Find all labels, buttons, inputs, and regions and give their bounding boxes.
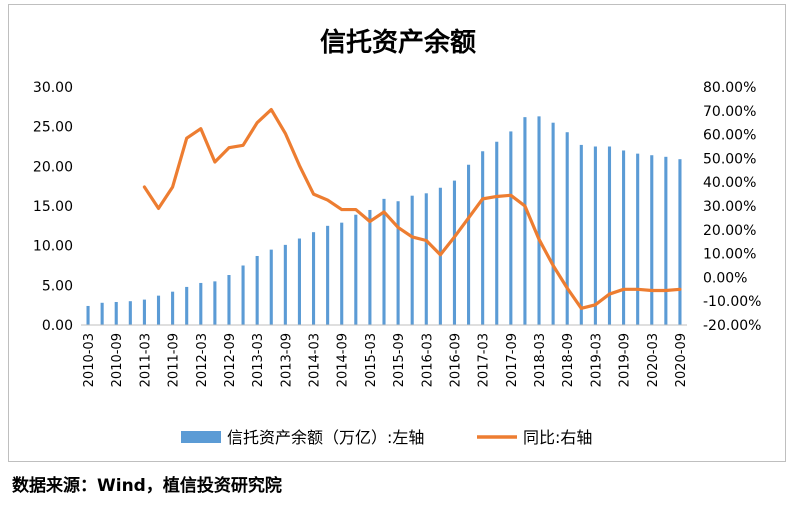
- x-axis-tick-label: 2017-09: [505, 333, 520, 387]
- x-axis-tick-label: 2020-09: [674, 333, 689, 387]
- bar: [650, 155, 654, 325]
- right-axis-tick-label: 20.00%: [703, 223, 756, 239]
- x-axis-tick-label: 2013-03: [251, 333, 266, 387]
- x-axis-tick-label: 2014-03: [308, 333, 323, 387]
- right-axis-tick-label: -20.00%: [703, 318, 761, 334]
- left-axis-tick-label: 25.00: [33, 120, 73, 136]
- bar: [255, 255, 259, 325]
- right-y-axis: -20.00% -10.00% 0.00% 10.00% 20.00% 30.00% 40.…: [703, 80, 761, 334]
- bar: [678, 159, 682, 325]
- x-axis-tick-label: 2015-09: [392, 333, 407, 387]
- bar: [523, 117, 527, 325]
- left-axis-tick-label: 10.00: [33, 239, 73, 255]
- bar: [340, 222, 344, 325]
- bar: [537, 116, 541, 325]
- x-axis-tick-label: 2010-03: [82, 333, 97, 387]
- bar: [396, 201, 400, 325]
- bar: [142, 299, 146, 325]
- x-axis-tick-label: 2010-09: [110, 333, 125, 387]
- bar: [579, 144, 583, 325]
- right-axis-tick-label: 0.00%: [703, 270, 747, 286]
- bar: [622, 150, 626, 325]
- legend-line-label: 同比:右轴: [523, 428, 592, 447]
- chart-title: 信托资产余额: [320, 27, 476, 58]
- bar: [227, 275, 231, 325]
- x-axis-tick-label: 2016-09: [448, 333, 463, 387]
- bar: [171, 291, 175, 325]
- left-axis-tick-label: 5.00: [42, 278, 73, 294]
- yoy-line: [142, 108, 682, 310]
- right-axis-tick-label: 10.00%: [703, 247, 756, 263]
- x-axis-tick-label: 2019-09: [618, 333, 633, 387]
- legend-bar-label: 信托资产余额（万亿）:左轴: [227, 428, 424, 447]
- left-axis-tick-label: 0.00: [42, 318, 73, 334]
- bar: [636, 153, 640, 325]
- left-axis-tick-label: 15.00: [33, 199, 73, 215]
- left-axis-tick-label: 20.00: [33, 159, 73, 175]
- bar: [495, 141, 499, 325]
- bar: [509, 131, 513, 325]
- right-axis-tick-label: 80.00%: [703, 80, 756, 96]
- bar: [382, 198, 386, 325]
- bar: [424, 193, 428, 325]
- bar: [607, 146, 612, 325]
- x-axis-tick-label: 2012-09: [223, 333, 238, 387]
- bar: [86, 305, 90, 325]
- x-axis-tick-label: 2012-03: [195, 333, 210, 387]
- left-axis-tick-label: 30.00: [33, 80, 73, 96]
- right-axis-tick-label: 60.00%: [703, 128, 756, 144]
- bar: [326, 225, 330, 325]
- chart-frame: 信托资产余额 0.00 5.00 10.00 15.00 20.00 25.00 30.00…: [8, 4, 786, 462]
- left-y-axis: 0.00 5.00 10.00 15.00 20.00 25.00 30.00: [33, 80, 73, 334]
- bar: [213, 281, 217, 325]
- bar: [199, 282, 203, 325]
- bar: [565, 132, 569, 325]
- x-axis-tick-label: 2018-03: [533, 333, 548, 387]
- right-axis-tick-label: 30.00%: [703, 199, 756, 215]
- bar: [185, 286, 189, 325]
- bar: [100, 302, 104, 325]
- x-axis-tick-label: 2019-03: [589, 333, 604, 387]
- bar: [410, 195, 414, 325]
- x-axis-tick-label: 2016-03: [420, 333, 435, 387]
- bar: [283, 244, 287, 325]
- right-axis-tick-label: 40.00%: [703, 175, 756, 191]
- x-axis-tick-label: 2017-03: [477, 333, 492, 387]
- x-axis-tick-label: 2018-09: [561, 333, 576, 387]
- right-axis-tick-label: -10.00%: [703, 294, 761, 310]
- bar: [297, 238, 301, 325]
- source-note: 数据来源：Wind，植信投资研究院: [12, 476, 282, 496]
- x-axis: 2010-03 2010-09 2011-03 2011-09 2012-03 2012-…: [81, 324, 689, 387]
- bar: [156, 295, 161, 325]
- right-axis-tick-label: 50.00%: [703, 151, 756, 167]
- bar: [452, 180, 457, 325]
- right-axis-tick-label: 70.00%: [703, 104, 756, 120]
- bar: [114, 301, 118, 325]
- bar: [551, 122, 555, 325]
- bar: [368, 209, 372, 325]
- bar: [311, 232, 316, 325]
- bar: [467, 164, 471, 325]
- bar: [354, 214, 358, 325]
- legend: 信托资产余额（万亿）:左轴 同比:右轴: [181, 428, 592, 447]
- x-axis-tick-label: 2020-03: [646, 333, 661, 387]
- x-axis-tick-label: 2014-09: [336, 333, 351, 387]
- x-axis-tick-label: 2013-09: [279, 333, 294, 387]
- bar: [128, 301, 132, 325]
- bar: [269, 249, 273, 325]
- x-axis-tick-label: 2011-09: [167, 333, 182, 387]
- x-axis-tick-label: 2015-03: [364, 333, 379, 387]
- bar: [481, 151, 485, 325]
- bar: [593, 146, 597, 325]
- line-series: [142, 108, 682, 310]
- bar: [664, 156, 668, 325]
- legend-bar-swatch: [181, 431, 221, 443]
- x-axis-tick-label: 2011-03: [138, 333, 153, 387]
- trust-asset-chart: 信托资产余额 0.00 5.00 10.00 15.00 20.00 25.00 30.00…: [33, 27, 762, 447]
- bar: [241, 265, 245, 325]
- bar-series: [86, 116, 682, 325]
